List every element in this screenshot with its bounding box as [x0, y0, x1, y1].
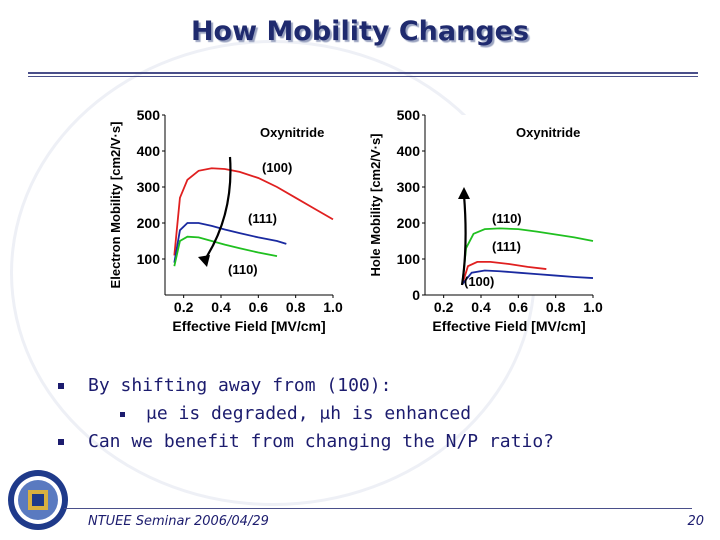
- y-tick-label: 300: [137, 179, 161, 195]
- x-tick-label: 0.2: [434, 299, 454, 315]
- slide-title: How Mobility Changes: [190, 16, 530, 47]
- bullet-item: Can we benefit from changing the N/P rat…: [50, 428, 690, 456]
- series-line: [173, 222, 287, 263]
- bullet-icon: [120, 412, 125, 417]
- y-tick-label: 500: [137, 107, 161, 123]
- page-number: 20: [687, 514, 704, 529]
- bullet-text: By shifting away from (100):: [88, 375, 392, 396]
- series-label: (110): [492, 211, 522, 226]
- y-tick-label: 400: [397, 143, 421, 159]
- series-line: [173, 235, 278, 267]
- series-line: [461, 269, 594, 285]
- series-label: (111): [492, 239, 521, 254]
- series-label: (110): [228, 262, 258, 277]
- electron-mobility-chart: 100 200 300 400 500 0.2 0.4 0.6 0.8 1.0 Effective …: [108, 107, 343, 334]
- hole-mobility-chart: 0 100 200 300 400 500 0.2 0.4 0.6 0.8 1.0 Effective…: [368, 107, 603, 334]
- y-tick-label: 100: [137, 251, 161, 267]
- series-label: (100): [464, 274, 494, 289]
- y-tick-label: 400: [137, 143, 161, 159]
- y-tick-label: 300: [397, 179, 421, 195]
- series-line: [173, 167, 334, 256]
- y-tick-label: 200: [137, 215, 161, 231]
- x-tick-label: 0.6: [509, 299, 529, 315]
- arrow-head-icon: [458, 187, 470, 199]
- x-axis-label: Effective Field [MV/cm]: [432, 318, 585, 334]
- plot-area: [165, 115, 333, 295]
- ntu-logo-icon: [8, 470, 68, 530]
- series-label: (100): [262, 160, 292, 175]
- bullet-text: Can we benefit from changing the N/P rat…: [88, 431, 554, 452]
- series-line: [461, 260, 547, 285]
- x-axis-label: Effective Field [MV/cm]: [172, 318, 325, 334]
- y-tick-label: 200: [397, 215, 421, 231]
- x-tick-label: 0.2: [174, 299, 194, 315]
- bullet-text: μe is degraded, μh is enhanced: [146, 403, 472, 424]
- footer-text: NTUEE Seminar 2006/04/29: [88, 514, 269, 529]
- y-axis-label: Hole Mobility [cm2/V·s]: [368, 133, 383, 276]
- x-tick-label: 0.4: [211, 299, 231, 315]
- sub-bullet-item: μe is degraded, μh is enhanced: [50, 400, 690, 428]
- title-underline: [28, 72, 698, 77]
- series-label: (111): [248, 211, 277, 226]
- plot-area: [425, 115, 593, 295]
- footer-rule: [64, 508, 692, 509]
- x-tick-label: 0.8: [546, 299, 566, 315]
- bullet-icon: [58, 439, 64, 445]
- x-tick-label: 0.8: [286, 299, 306, 315]
- x-tick-label: 1.0: [583, 299, 603, 315]
- chart-annotation: Oxynitride: [516, 125, 580, 140]
- x-tick-label: 0.6: [249, 299, 269, 315]
- bullet-item: By shifting away from (100):: [50, 372, 690, 400]
- trend-arrow: [203, 156, 232, 262]
- arrow-head-icon: [198, 255, 210, 267]
- x-tick-label: 1.0: [323, 299, 343, 315]
- trend-arrow: [460, 194, 467, 286]
- y-tick-label: 500: [397, 107, 421, 123]
- series-line: [461, 227, 594, 285]
- y-axis-label: Electron Mobility [cm2/V·s]: [108, 122, 123, 289]
- y-tick-label: 0: [412, 287, 420, 303]
- bullet-icon: [58, 383, 64, 389]
- bullet-list: By shifting away from (100): μe is degra…: [50, 372, 690, 456]
- chart-annotation: Oxynitride: [260, 125, 324, 140]
- y-tick-label: 100: [397, 251, 421, 267]
- x-tick-label: 0.4: [471, 299, 491, 315]
